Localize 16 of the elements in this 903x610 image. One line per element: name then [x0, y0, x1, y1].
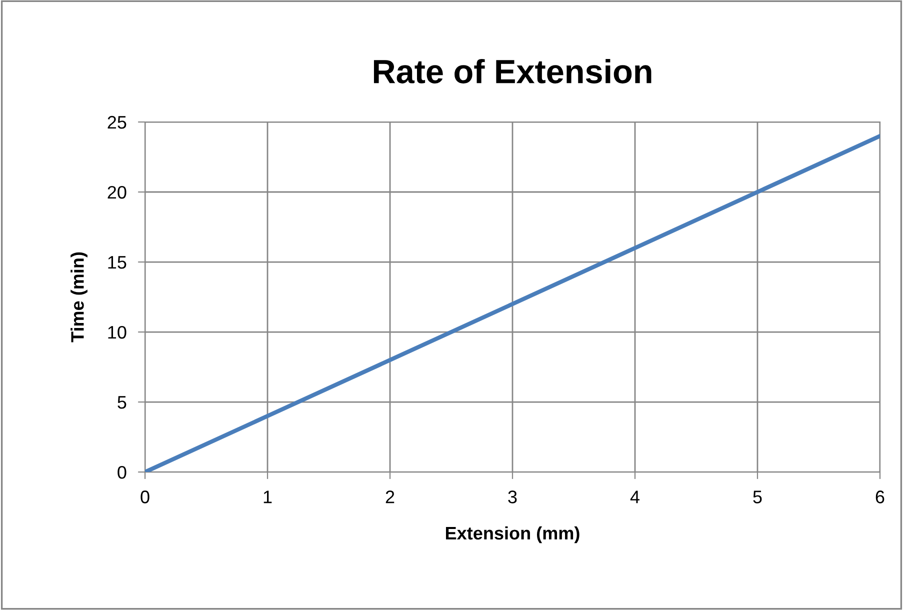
x-tick-label: 1 — [264, 490, 272, 504]
y-tick-label: 15 — [108, 256, 126, 269]
y-tick-label: 5 — [118, 396, 126, 409]
x-axis-title: Extension (mm) — [446, 526, 580, 544]
x-tick-label: 6 — [876, 490, 884, 504]
y-tick-label: 10 — [108, 326, 126, 339]
x-tick-label: 0 — [140, 490, 150, 504]
y-tick-label: 0 — [118, 466, 126, 479]
x-tick-label: 5 — [753, 490, 762, 504]
y-axis-title: Time (min) — [70, 252, 88, 342]
x-tick-label: 4 — [630, 490, 640, 504]
x-tick-label: 3 — [508, 490, 517, 504]
y-tick-label: 25 — [108, 116, 126, 129]
x-tick-label: 2 — [386, 490, 394, 504]
chart-title: Rate of Extension — [374, 58, 652, 84]
y-tick-label: 20 — [108, 186, 126, 199]
